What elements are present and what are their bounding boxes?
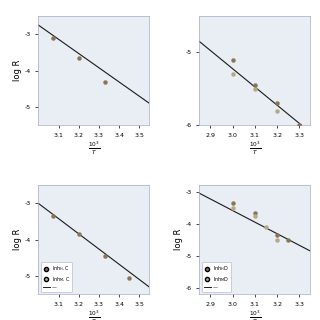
Point	[230, 72, 235, 77]
Legend: $\mathrm{Inh_H.C}$, $\mathrm{Inh_M.C}$, —: $\mathrm{Inh_H.C}$, $\mathrm{Inh_M.C}$, …	[41, 262, 72, 292]
Point	[286, 237, 291, 242]
Point	[252, 83, 258, 88]
Point	[275, 237, 280, 242]
Point	[263, 224, 268, 229]
Point	[252, 210, 258, 215]
X-axis label: $\frac{10^3}{T}$: $\frac{10^3}{T}$	[88, 139, 100, 156]
Y-axis label: log R: log R	[174, 229, 183, 251]
Point	[127, 276, 132, 281]
Point	[102, 79, 108, 84]
Point	[275, 232, 280, 237]
Legend: $\mathrm{Inh_H D}$, $\mathrm{Inh_M D}$, —: $\mathrm{Inh_H D}$, $\mathrm{Inh_M D}$, …	[202, 262, 231, 292]
Y-axis label: log R: log R	[13, 60, 22, 81]
Point	[50, 213, 55, 219]
Point	[275, 101, 280, 106]
X-axis label: $\frac{10^3}{T}$: $\frac{10^3}{T}$	[88, 308, 100, 320]
Point	[252, 213, 258, 218]
X-axis label: $\frac{10^3}{T}$: $\frac{10^3}{T}$	[249, 308, 261, 320]
Y-axis label: log R: log R	[13, 229, 22, 251]
Point	[230, 205, 235, 210]
Point	[275, 108, 280, 113]
Point	[76, 232, 81, 237]
Point	[230, 57, 235, 62]
Point	[252, 86, 258, 91]
Point	[102, 254, 108, 259]
X-axis label: $\frac{10^3}{T}$: $\frac{10^3}{T}$	[249, 139, 261, 156]
Point	[297, 123, 302, 128]
Point	[230, 200, 235, 205]
Point	[50, 35, 55, 40]
Point	[76, 55, 81, 60]
